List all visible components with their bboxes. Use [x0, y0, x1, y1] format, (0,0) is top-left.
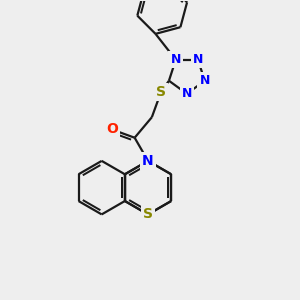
- Text: N: N: [200, 74, 210, 87]
- Text: O: O: [106, 122, 118, 136]
- Text: N: N: [171, 53, 181, 66]
- Text: N: N: [171, 53, 181, 66]
- Text: N: N: [142, 154, 154, 168]
- Text: S: S: [143, 207, 153, 221]
- Text: S: S: [156, 85, 166, 99]
- Text: N: N: [193, 53, 203, 66]
- Text: N: N: [182, 87, 192, 100]
